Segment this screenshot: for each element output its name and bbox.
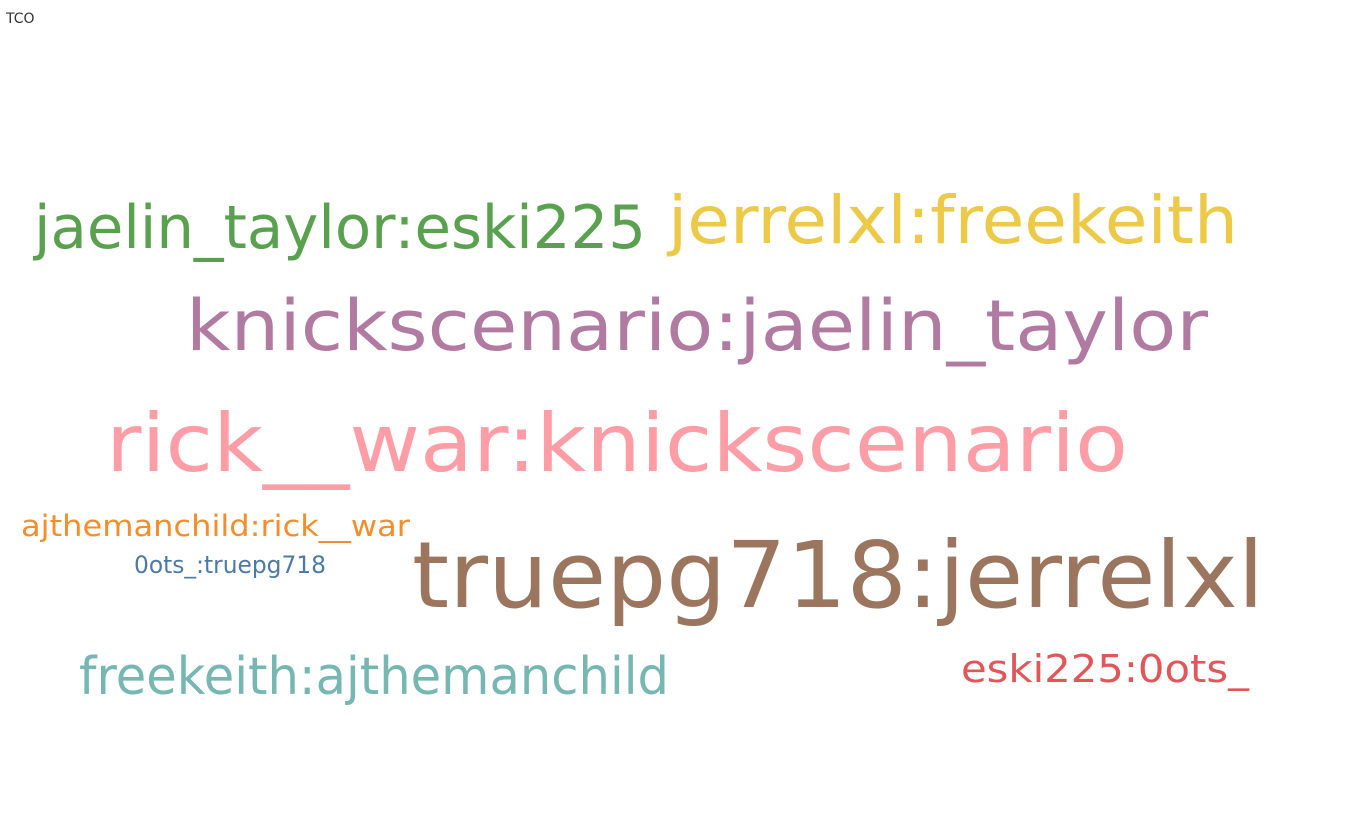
cloud-word: truepg718:jerrelxl <box>412 522 1264 629</box>
cloud-word: 0ots_:truepg718 <box>134 551 326 579</box>
cloud-word: ajthemanchild:rick__war <box>21 509 410 543</box>
cloud-word: eski225:0ots_ <box>961 647 1250 691</box>
sheet-title: TCO <box>6 11 35 27</box>
cloud-word: freekeith:ajthemanchild <box>79 647 669 707</box>
cloud-word: jaelin_taylor:eski225 <box>32 193 646 263</box>
cloud-word: rick__war:knickscenario <box>106 397 1128 490</box>
cloud-word: jerrelxl:freekeith <box>666 182 1238 259</box>
cloud-word: knickscenario:jaelin_taylor <box>186 285 1208 367</box>
